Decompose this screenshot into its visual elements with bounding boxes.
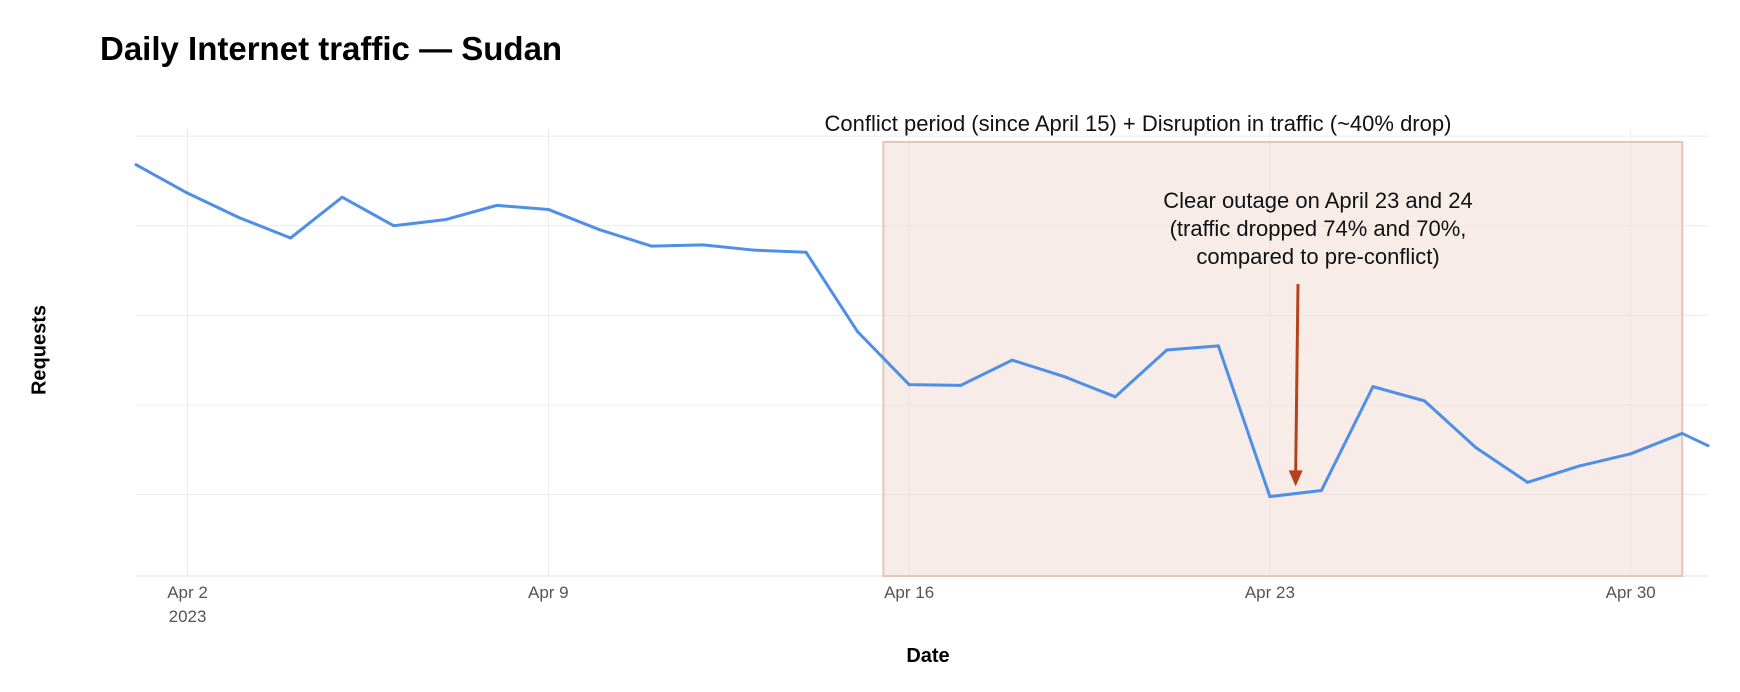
x-tick-sublabel: 2023 xyxy=(169,607,207,626)
data-point xyxy=(1680,431,1684,435)
data-point xyxy=(1319,488,1323,492)
data-point xyxy=(907,383,911,387)
x-axis-ticks: Apr 2 2023 Apr 9 Apr 16 Apr 23 Apr 30 xyxy=(167,583,1656,626)
data-point xyxy=(443,218,447,222)
data-point xyxy=(237,216,241,220)
data-point xyxy=(392,224,396,228)
data-point xyxy=(959,383,963,387)
conflict-period-region xyxy=(882,141,1684,577)
data-point xyxy=(701,243,705,247)
x-tick-label: Apr 30 xyxy=(1606,583,1656,602)
data-points xyxy=(134,163,1710,499)
conflict-period-label: Conflict period (since April 15) + Disru… xyxy=(825,111,1452,136)
data-point xyxy=(1371,385,1375,389)
data-point xyxy=(134,163,138,167)
x-tick-label: Apr 16 xyxy=(884,583,934,602)
x-axis-label: Date xyxy=(906,645,950,667)
chart-title: Daily Internet traffic — Sudan xyxy=(100,30,563,67)
data-point xyxy=(546,207,550,211)
data-point xyxy=(1706,444,1710,448)
data-point xyxy=(1526,480,1530,484)
outage-arrow xyxy=(1294,283,1300,473)
data-point xyxy=(649,244,653,248)
data-point xyxy=(1474,446,1478,450)
data-point xyxy=(1216,344,1220,348)
data-point xyxy=(289,236,293,240)
data-point xyxy=(1165,348,1169,352)
data-point xyxy=(1577,464,1581,468)
data-point xyxy=(1423,399,1427,403)
x-tick-label: Apr 23 xyxy=(1245,583,1295,602)
data-point xyxy=(1062,374,1066,378)
outage-annotation-line-2: (traffic dropped 74% and 70%, xyxy=(1170,216,1467,241)
outage-arrow-head xyxy=(1288,470,1303,487)
traffic-line xyxy=(135,163,1709,499)
outage-annotation-line-3: compared to pre-conflict) xyxy=(1196,244,1439,269)
x-tick-label: Apr 2 xyxy=(167,583,208,602)
data-point xyxy=(1113,395,1117,399)
data-point xyxy=(1268,495,1272,499)
data-point xyxy=(804,250,808,254)
data-point xyxy=(186,191,190,195)
outage-annotation-line-1: Clear outage on April 23 and 24 xyxy=(1163,188,1472,213)
data-point xyxy=(856,330,860,334)
data-point xyxy=(752,248,756,252)
data-point xyxy=(495,203,499,207)
x-tick-label: Apr 9 xyxy=(528,583,569,602)
data-point xyxy=(340,195,344,199)
data-point xyxy=(598,228,602,232)
data-point xyxy=(1010,358,1014,362)
data-point xyxy=(1629,452,1633,456)
